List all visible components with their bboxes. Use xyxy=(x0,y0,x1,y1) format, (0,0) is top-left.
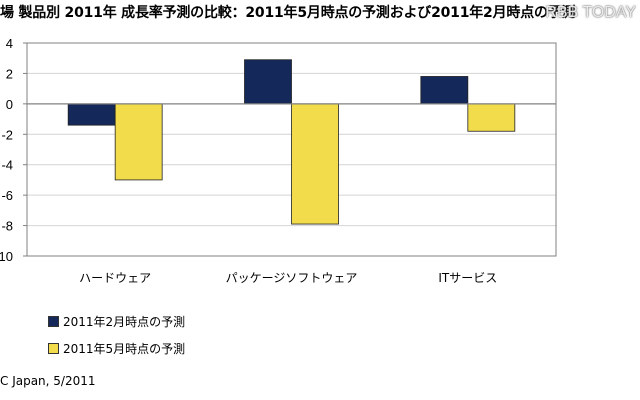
legend-swatch-feb xyxy=(48,316,59,327)
y-tick-label: -4 xyxy=(1,158,13,173)
bar-feb xyxy=(67,103,116,126)
category-label: パッケージソフトウェア xyxy=(226,271,358,285)
plot-frame xyxy=(26,42,557,257)
legend-item-feb: 2011年2月時点の予測 xyxy=(48,313,185,330)
category-label: ITサービス xyxy=(438,271,497,285)
legend-swatch-may xyxy=(48,343,59,354)
legend-item-may: 2011年5月時点の予測 xyxy=(48,340,185,357)
bar-chart-plot: 4 2 0 -2 -4 -6 -8 -10 ハードウェア パッケージソフトウェア ITサービス xyxy=(0,36,557,285)
y-tick-label: 0 xyxy=(6,97,13,112)
bar-may xyxy=(114,103,163,181)
chart-title: 場 製品別 2011年 成長率予測の比較：2011年5月時点の予測および2011… xyxy=(0,5,576,21)
source-note: C Japan, 5/2011 xyxy=(0,374,96,388)
y-tick-label: -6 xyxy=(1,188,13,203)
bar-may xyxy=(291,103,339,225)
y-tick-label: -10 xyxy=(0,249,13,264)
bar-feb xyxy=(244,59,292,105)
bar-feb xyxy=(420,76,469,105)
bar-may xyxy=(467,103,516,132)
y-tick-label: -2 xyxy=(1,127,13,142)
legend-label-may: 2011年5月時点の予測 xyxy=(63,342,186,356)
y-tick-label: 2 xyxy=(6,66,13,81)
watermark-logo: RBB TODAY xyxy=(545,4,636,21)
category-label: ハードウェア xyxy=(79,271,151,285)
y-tick-label: 4 xyxy=(6,36,13,51)
legend-label-feb: 2011年2月時点の予測 xyxy=(63,315,186,329)
y-tick-label: -8 xyxy=(1,219,13,234)
